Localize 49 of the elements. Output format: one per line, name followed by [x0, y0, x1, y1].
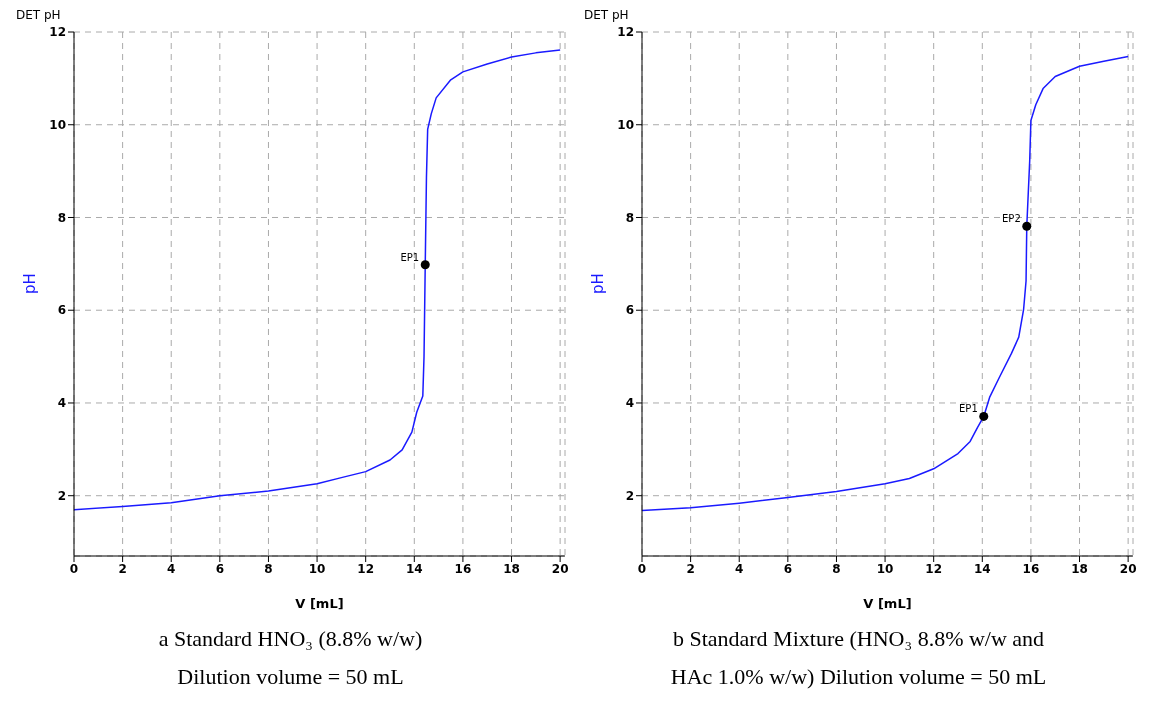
x-tick-label: 16: [454, 561, 472, 576]
x-tick-label: 8: [832, 561, 841, 576]
y-tick-label: 6: [57, 303, 66, 318]
y-tick-label: 2: [625, 488, 634, 503]
x-axis-title: V [mL]: [863, 596, 912, 611]
annotation: EP2: [1002, 213, 1021, 225]
annotation: EP1: [959, 403, 978, 415]
x-axis-title: V [mL]: [295, 596, 344, 611]
x-tick-label: 20: [1119, 561, 1137, 576]
y-tick-label: 2: [57, 488, 66, 503]
x-tick-label: 12: [925, 561, 943, 576]
y-tick-label: 10: [49, 118, 66, 132]
y-tick-label: 12: [49, 25, 66, 40]
y-tick-label: 12: [617, 25, 634, 40]
x-tick-label: 6: [783, 561, 793, 576]
x-tick-label: 14: [405, 561, 423, 576]
text: a Standard HNO₃ (8.8% w/w): [157, 625, 424, 653]
x-tick-label: 2: [686, 561, 695, 576]
y-tick-label: 4: [625, 396, 634, 411]
y-tick-label: 8: [57, 210, 66, 225]
line-series: [74, 49, 561, 511]
text: Dilution volume = 50 mL: [176, 663, 405, 691]
x-tick-label: 10: [308, 561, 326, 576]
y-tick-label: 6: [625, 303, 634, 318]
x-tick-label: 16: [1022, 561, 1040, 576]
text: HAc 1.0% w/w) Dilution volume = 50 mL: [669, 663, 1048, 691]
x-tick-label: 18: [503, 561, 520, 576]
x-tick-label: 20: [551, 561, 569, 576]
annotation: EP1: [400, 251, 420, 263]
y-tick-label: 4: [57, 396, 66, 411]
x-tick-label: 2: [118, 561, 127, 576]
text: b Standard Mixture (HNO₃ 8.8% w/w and: [671, 625, 1046, 653]
x-tick-label: 4: [167, 561, 176, 576]
x-tick-label: 10: [876, 561, 894, 576]
x-tick-label: 0: [637, 561, 647, 576]
line-series: [642, 55, 1129, 512]
x-tick-label: 14: [973, 561, 991, 576]
x-tick-label: 12: [357, 561, 375, 576]
y-tick-label: 8: [625, 210, 634, 225]
y-axis-title: pH: [589, 273, 608, 294]
text: DET pH: [16, 8, 61, 22]
x-tick-label: 6: [215, 561, 225, 576]
x-tick-label: 8: [264, 561, 273, 576]
x-tick-label: 4: [735, 561, 744, 576]
x-tick-label: 0: [69, 561, 79, 576]
x-tick-label: 18: [1071, 561, 1088, 576]
y-axis-title: pH: [21, 273, 40, 294]
text: DET pH: [584, 8, 629, 22]
y-tick-label: 10: [617, 118, 634, 132]
